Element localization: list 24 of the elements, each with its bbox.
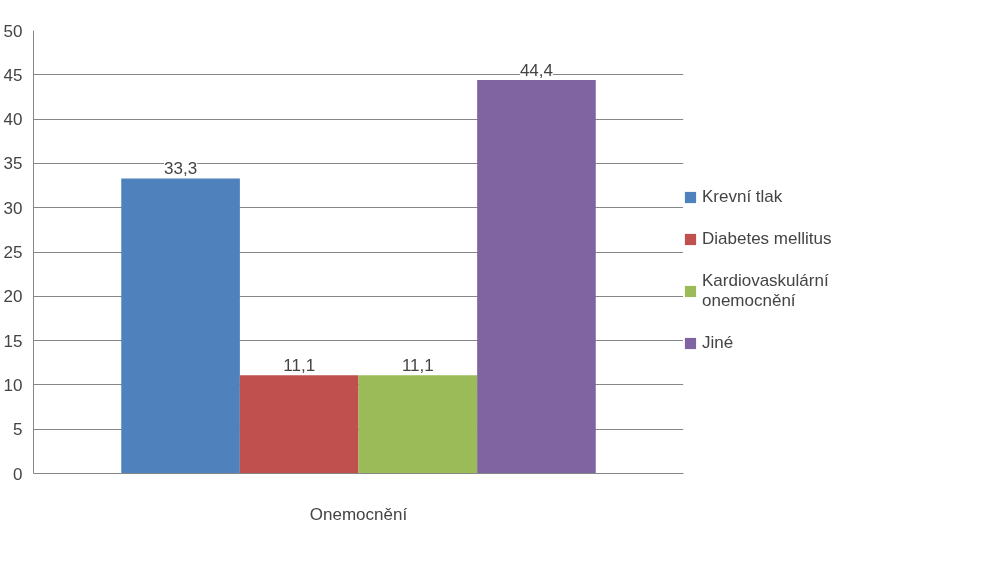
- y-tick-label: 20: [3, 287, 23, 307]
- y-tick-label: 5: [13, 420, 23, 440]
- bar: [477, 80, 596, 474]
- y-tick-label: 15: [3, 331, 23, 351]
- y-tick-label: 30: [3, 198, 23, 218]
- y-tick-label: 45: [3, 65, 23, 85]
- legend-label: Kardiovaskulární onemocnění: [702, 271, 829, 311]
- bar: [358, 375, 478, 474]
- data-label: 11,1: [283, 356, 316, 376]
- y-tick-label: 0: [13, 464, 23, 484]
- y-tick-label: 50: [3, 21, 23, 41]
- data-label: 33,3: [164, 159, 198, 179]
- y-tick-label: 35: [3, 154, 23, 174]
- legend-label: Jiné: [702, 333, 734, 353]
- data-label: 44,4: [519, 61, 553, 81]
- x-tick-label: Onemocnění: [309, 504, 408, 524]
- y-tick-label: 40: [3, 110, 23, 130]
- legend-label: Krevní tlak: [702, 187, 783, 207]
- bar: [121, 178, 240, 474]
- y-tick-label: 10: [3, 375, 23, 395]
- bar: [239, 375, 359, 474]
- legend-label: Diabetes mellitus: [702, 229, 832, 249]
- y-tick-label: 25: [3, 243, 23, 262]
- data-label: 11,1: [401, 356, 434, 376]
